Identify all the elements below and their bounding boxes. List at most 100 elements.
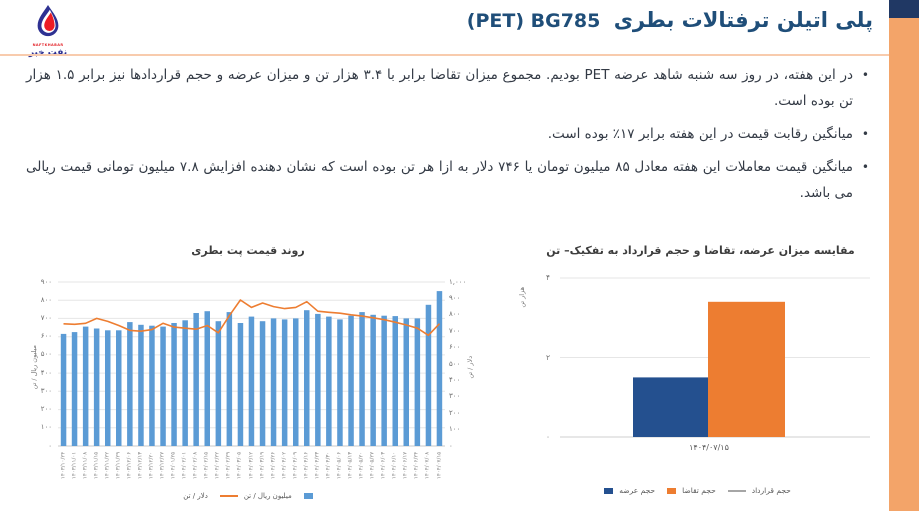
page-title-en: (PET) BG785 <box>466 10 601 32</box>
left-axis-tick: ۲۰۰ <box>40 405 52 414</box>
rial-price-bar <box>182 320 188 446</box>
x-axis-date-label: ۱۴۰۴/۰۵/۲۰ <box>358 451 365 480</box>
right-axis-tick: ۹۰۰ <box>449 293 461 302</box>
bullet-dot: • <box>861 160 869 174</box>
x-axis-date-label: ۱۴۰۴/۰۴/۱۶ <box>303 451 310 480</box>
summary-bullets: • در این هفته، در روز سه شنبه شاهد عرضه P… <box>26 62 871 213</box>
supply-demand-chart: مقایسه میزان عرضه، تقاضا و حجم قرارداد ب… <box>508 236 893 508</box>
legend-label-rial: میلیون ریال / تن <box>243 492 292 500</box>
rial-price-bar <box>71 332 78 446</box>
x-axis-date-label: ۱۴۰۴/۰۶/۱۰ <box>391 451 398 480</box>
y-axis-tick: ۰ <box>545 432 550 441</box>
x-axis-date-label: ۱۴۰۴/۰۵/۱۳ <box>347 451 354 480</box>
right-axis-tick: ۱۰۰ <box>449 425 461 434</box>
price-trend-chart: روند قیمت پت بطری میلیون ریال / تن دلار … <box>18 236 478 508</box>
rial-price-bar <box>237 323 244 446</box>
rial-price-bar <box>93 328 100 446</box>
rial-price-bar <box>226 312 233 446</box>
rial-price-bar <box>381 315 387 446</box>
usd-price-line <box>63 299 441 337</box>
x-axis-date-label: ۱۴۰۳/۱۱/۰۱ <box>70 451 77 480</box>
x-axis-date-label: ۱۴۰۴/۰۳/۱۹ <box>258 451 265 480</box>
rial-price-bar <box>105 330 111 446</box>
rial-price-bar <box>337 319 343 446</box>
x-axis-date-label: ۱۴۰۴/۰۳/۲۶ <box>269 451 276 480</box>
rial-price-bar <box>370 314 376 446</box>
x-axis-date-label: ۱۴۰۴/۰۶/۰۳ <box>380 451 387 480</box>
left-axis-tick: ۱۰۰ <box>40 423 52 432</box>
logo-brand-fa: نفت خبر <box>28 47 68 58</box>
rial-price-bar <box>436 291 443 446</box>
legend-label-contract: حجم قرارداد <box>751 486 791 495</box>
rial-price-bar <box>293 318 299 446</box>
rial-price-bar <box>127 322 133 446</box>
page-title: پلی اتیلن ترفتالات بطری (PET) BG785 <box>467 8 873 32</box>
right-axis-tick: ۵۰۰ <box>449 359 461 368</box>
x-axis-date-label: ۱۴۰۴/۰۶/۱۷ <box>402 451 409 480</box>
x-axis-date-label: ۱۴۰۳/۱۲/۲۰ <box>148 451 155 480</box>
x-axis-date-label: ۱۴۰۴/۰۲/۰۱ <box>181 451 188 480</box>
demand-bar <box>708 301 785 437</box>
naft-khabar-logo: NAFTKHABAR نفت خبر <box>22 4 74 58</box>
logo-brand-en: NAFTKHABAR <box>32 43 64 47</box>
rial-price-bar <box>270 318 277 446</box>
rial-price-bar <box>138 324 144 446</box>
header-divider <box>0 54 889 56</box>
x-axis-date-label: ۱۴۰۴/۰۴/۰۹ <box>291 451 298 480</box>
price-trend-title: روند قیمت پت بطری <box>191 244 305 257</box>
x-axis-date-label: ۱۴۰۳/۱۱/۲۹ <box>115 451 122 480</box>
x-axis-date-label: ۱۴۰۴/۰۲/۱۵ <box>203 451 210 480</box>
supply-demand-legend: حجم عرضه حجم تقاضا حجم قرارداد <box>508 486 893 495</box>
supply-demand-plot <box>560 277 870 438</box>
rial-price-bar <box>326 316 332 446</box>
rial-price-bar <box>281 319 288 446</box>
bullet-text: میانگین قیمت معاملات این هفته معادل ۸۵ م… <box>26 159 853 201</box>
rial-price-bar <box>60 333 67 446</box>
legend-label-demand: حجم تقاضا <box>682 486 716 495</box>
bullet-text: میانگین رقابت قیمت در این هفته برابر ۱۷٪… <box>547 126 853 142</box>
rial-price-bar <box>171 323 177 446</box>
rial-price-bar <box>215 321 222 446</box>
x-axis-date-label: ۱۴۰۴/۰۳/۰۵ <box>236 451 243 480</box>
legend-supply-swatch <box>604 487 614 494</box>
rial-price-bar <box>149 325 155 446</box>
rial-price-bar <box>403 318 409 446</box>
right-axis-tick: ۸۰۰ <box>449 310 461 319</box>
rial-price-bar <box>204 311 210 446</box>
x-axis-date-label: ۱۴۰۴/۰۷/۱۵ <box>435 451 442 480</box>
y-axis-tick: ۲ <box>545 352 550 362</box>
x-axis-date-label: ۱۴۰۳/۱۱/۲۲ <box>104 451 111 480</box>
supply-demand-title: مقایسه میزان عرضه، تقاضا و حجم قرارداد ب… <box>546 244 855 257</box>
supply-bar <box>633 377 708 437</box>
x-axis-date-label: ۱۴۰۴/۰۵/۰۶ <box>336 451 343 480</box>
corner-accent-block <box>889 0 919 18</box>
x-axis-date-label: ۱۴۰۴/۰۲/۲۲ <box>214 451 221 480</box>
rial-price-bar <box>359 312 365 446</box>
left-axis-tick: ۳۰۰ <box>40 386 52 395</box>
x-axis-date-label: ۱۴۰۴/۰۱/۲۵ <box>170 451 177 480</box>
bullet-dot: • <box>861 68 869 82</box>
side-accent-bar <box>889 18 919 511</box>
rial-price-bar <box>259 321 266 446</box>
right-axis-tick: ۴۰۰ <box>449 375 461 384</box>
left-axis-tick: ۵۰۰ <box>40 350 52 359</box>
x-axis-date-label: ۱۴۰۴/۰۴/۲۳ <box>314 451 321 480</box>
right-axis-tick: ۳۰۰ <box>449 392 461 401</box>
rial-price-bar <box>315 313 321 446</box>
x-axis-date-label: ۱۴۰۳/۱۲/۲۷ <box>159 451 166 480</box>
left-axis-tick: ۹۰۰ <box>40 277 52 286</box>
x-axis-date-label: ۱۴۰۴/۰۶/۲۴ <box>413 451 420 480</box>
x-axis-date-label: ۱۴۰۳/۱۱/۰۸ <box>81 451 88 480</box>
x-axis-date-label: ۱۴۰۴/۰۵/۲۷ <box>369 451 376 480</box>
rial-price-bar <box>160 326 166 446</box>
rial-price-bar <box>414 318 421 446</box>
rial-price-bar <box>304 310 310 446</box>
rial-price-bar <box>248 316 255 446</box>
x-axis-date-label: ۱۴۰۴/۰۳/۱۲ <box>247 451 254 480</box>
rial-price-bar <box>193 313 199 446</box>
legend-demand-swatch <box>667 487 677 494</box>
rial-price-bar <box>348 315 354 446</box>
y-axis-tick: ۴ <box>545 273 550 282</box>
bullet-item: • در این هفته، در روز سه شنبه شاهد عرضه P… <box>26 62 871 114</box>
